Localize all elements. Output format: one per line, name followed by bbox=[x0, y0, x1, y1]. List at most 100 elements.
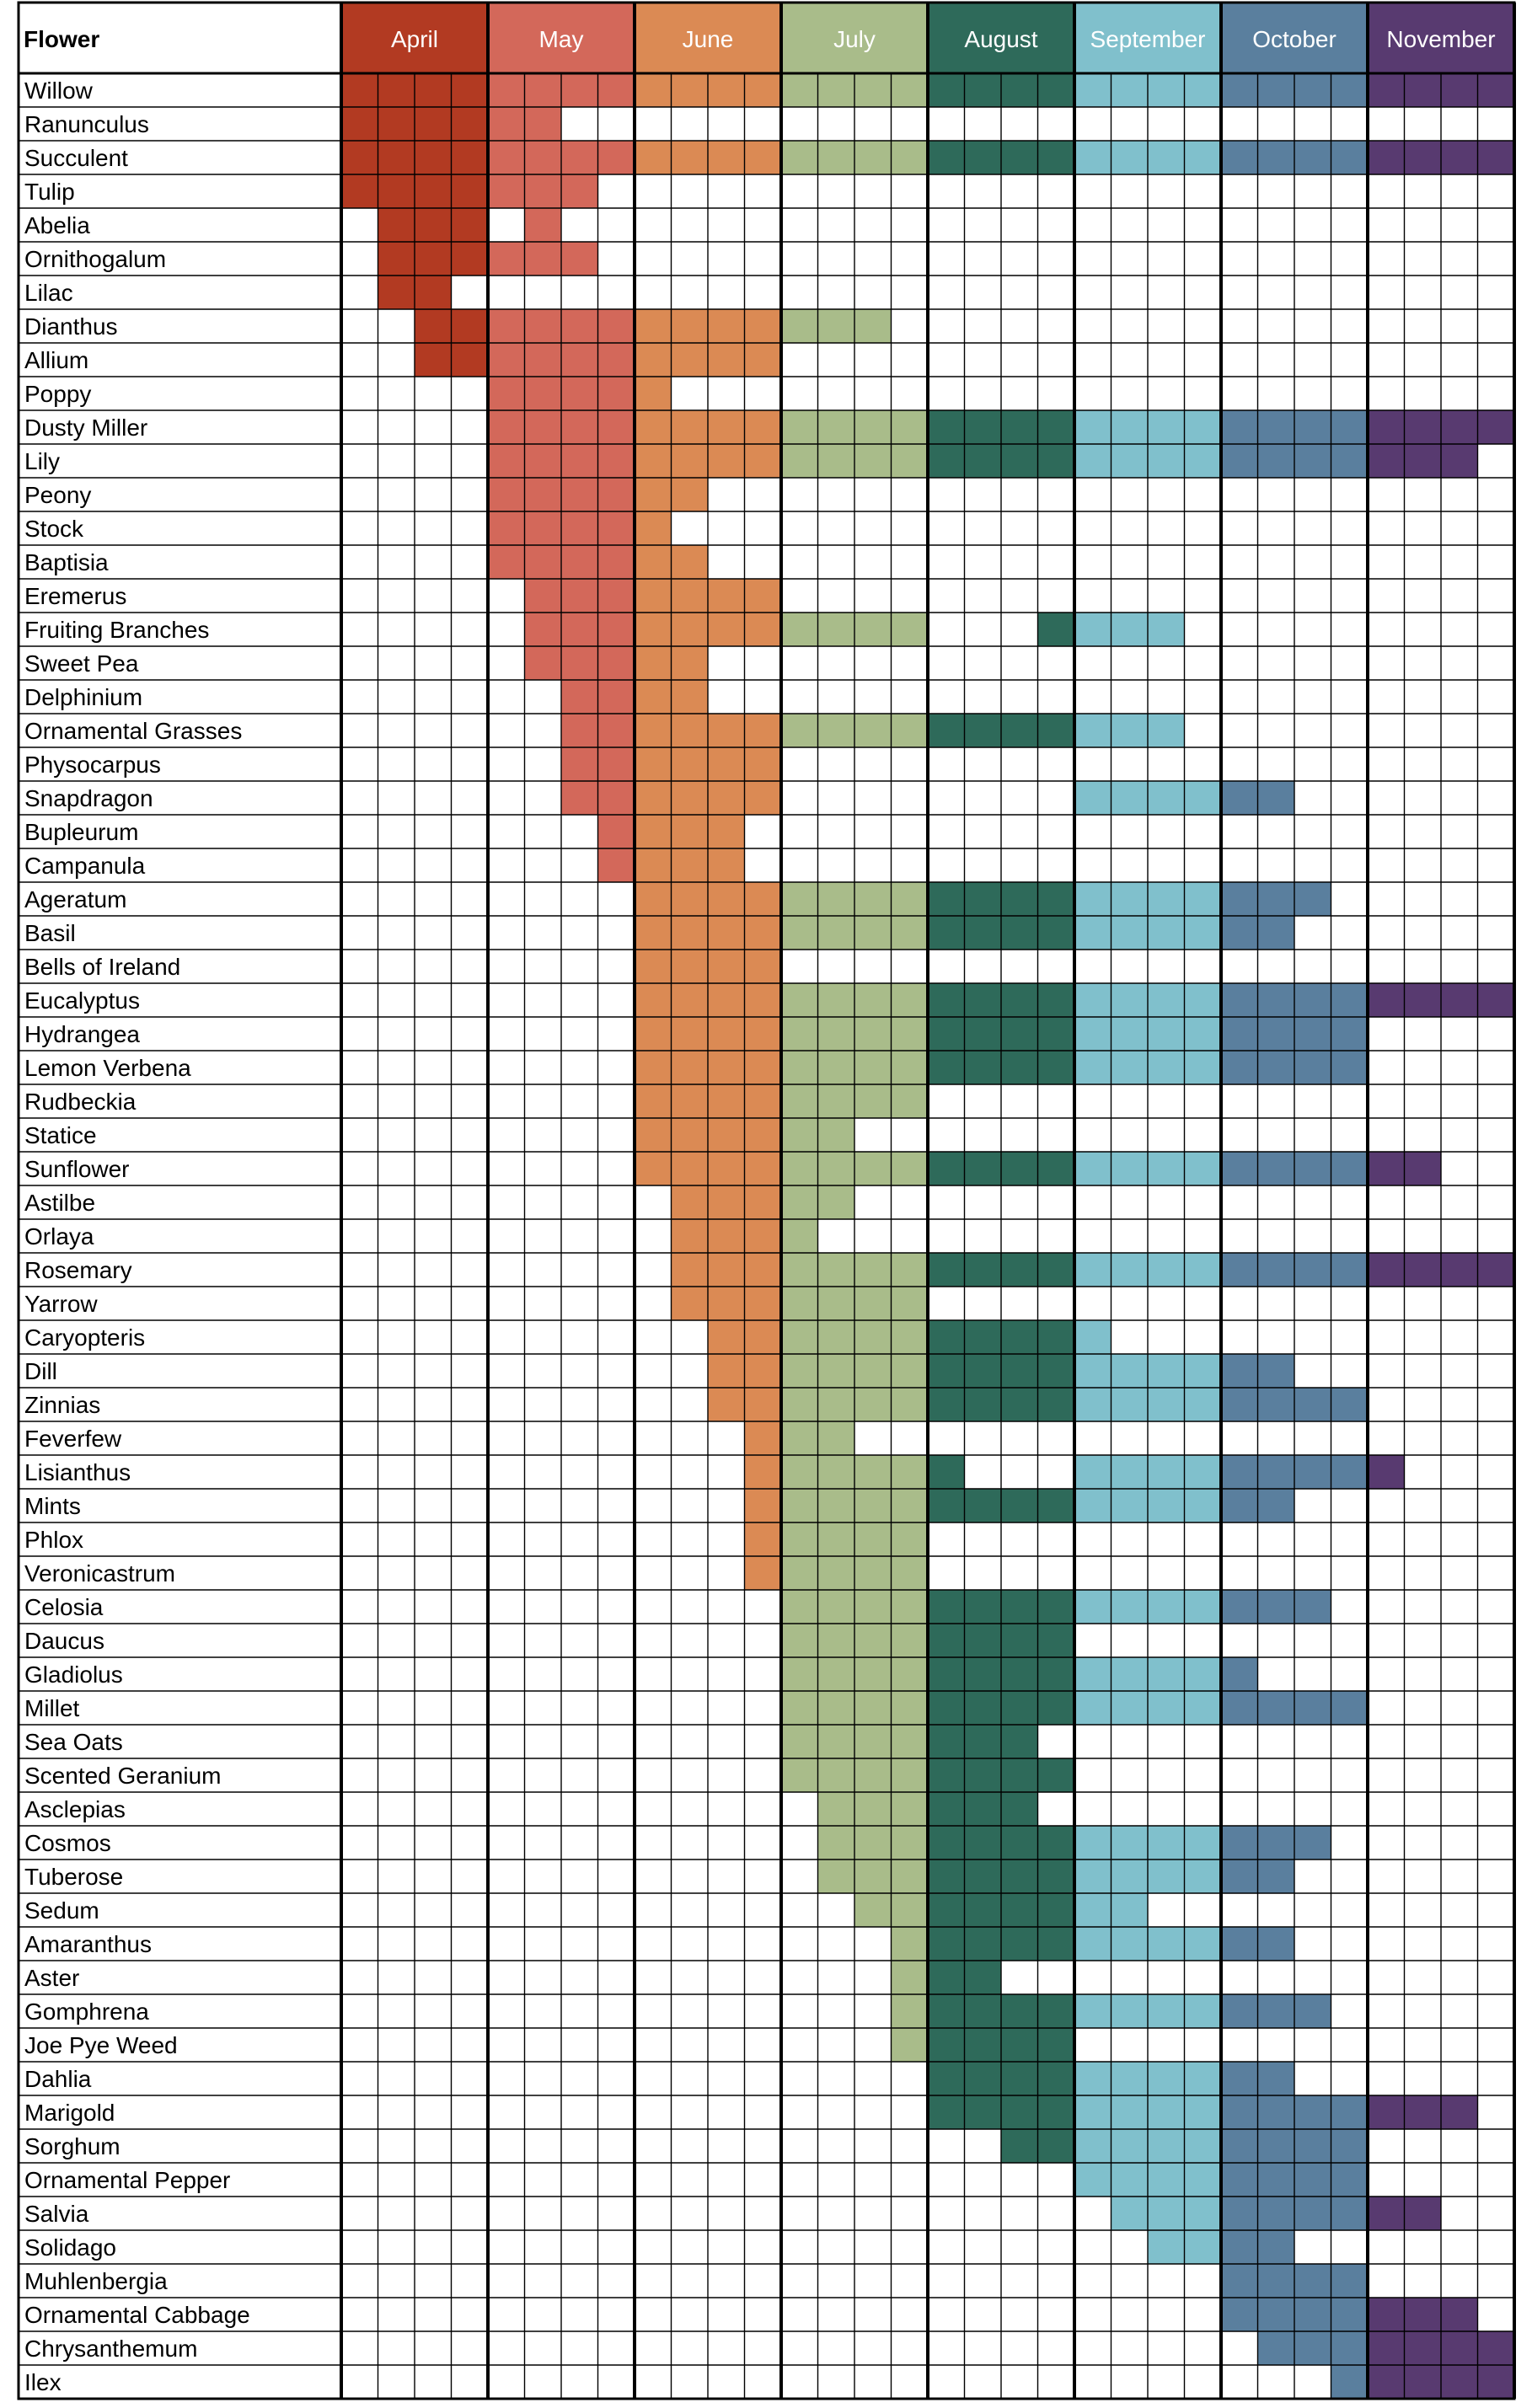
bloom-cell bbox=[1184, 2197, 1221, 2230]
bloom-cell bbox=[708, 1017, 745, 1051]
bloom-cell bbox=[744, 950, 781, 983]
bloom-cell bbox=[488, 73, 525, 107]
bloom-cell bbox=[891, 1455, 928, 1489]
bloom-cell bbox=[1331, 2197, 1368, 2230]
bloom-cell bbox=[854, 1320, 892, 1354]
bloom-cell bbox=[1001, 882, 1038, 916]
bloom-cell bbox=[415, 343, 452, 377]
bloom-cell bbox=[744, 1489, 781, 1522]
bloom-cell bbox=[781, 1152, 818, 1185]
bloom-cell bbox=[1111, 1826, 1148, 1860]
bloom-cell bbox=[451, 107, 488, 141]
bloom-cell bbox=[1294, 1152, 1331, 1185]
bloom-cell bbox=[597, 309, 635, 343]
month-header-labels: April May June July August September October No… bbox=[391, 26, 1496, 52]
bloom-cell bbox=[1037, 1017, 1074, 1051]
bloom-cell bbox=[597, 545, 635, 579]
bloom-cell bbox=[964, 1826, 1001, 1860]
bloom-cell bbox=[1368, 73, 1405, 107]
flower-label: Sunflower bbox=[24, 1156, 130, 1182]
bloom-cell bbox=[561, 714, 598, 747]
bloom-cell bbox=[597, 815, 635, 848]
bloom-cell bbox=[1368, 2331, 1405, 2365]
bloom-cell bbox=[964, 1051, 1001, 1084]
bloom-cell bbox=[964, 1388, 1001, 1421]
bloom-cell bbox=[1148, 1927, 1185, 1961]
bloom-cell bbox=[817, 714, 854, 747]
flower-label: Stock bbox=[24, 516, 84, 542]
bloom-cell bbox=[524, 242, 561, 276]
bloom-cell bbox=[671, 410, 708, 444]
bloom-cell bbox=[708, 1219, 745, 1253]
month-header-may bbox=[488, 3, 635, 73]
bloom-cell bbox=[1184, 2163, 1221, 2197]
bloom-cell bbox=[708, 343, 745, 377]
bloom-cell bbox=[635, 141, 672, 174]
bloom-cell bbox=[1148, 714, 1185, 747]
bloom-cell bbox=[817, 1421, 854, 1455]
bloom-cell bbox=[928, 1927, 965, 1961]
bloom-cell bbox=[635, 444, 672, 478]
bloom-cell bbox=[1184, 1455, 1221, 1489]
bloom-cell bbox=[1111, 714, 1148, 747]
bloom-cell bbox=[1074, 1691, 1112, 1725]
flower-label: Dahlia bbox=[24, 2066, 92, 2092]
bloom-cell bbox=[1148, 1017, 1185, 1051]
bloom-cell bbox=[1001, 1051, 1038, 1084]
bloom-cell bbox=[1331, 1017, 1368, 1051]
bloom-cell bbox=[854, 1084, 892, 1118]
bloom-cell bbox=[671, 1185, 708, 1219]
bloom-cell bbox=[1221, 444, 1258, 478]
bloom-cell bbox=[781, 1287, 818, 1320]
bloom-cell bbox=[597, 747, 635, 781]
flower-label: Lemon Verbena bbox=[24, 1055, 191, 1081]
bloom-cell bbox=[708, 983, 745, 1017]
bloom-cell bbox=[1111, 2095, 1148, 2129]
bloom-cell bbox=[1294, 2129, 1331, 2163]
bloom-cell bbox=[1111, 1253, 1148, 1287]
bloom-cell bbox=[1111, 781, 1148, 815]
bloom-cell bbox=[928, 141, 965, 174]
bloom-cell bbox=[1074, 1051, 1112, 1084]
bloom-cell bbox=[1148, 2230, 1185, 2264]
bloom-cell bbox=[928, 983, 965, 1017]
flower-label: Ornithogalum bbox=[24, 246, 166, 272]
month-header-july bbox=[781, 3, 928, 73]
bloom-cell bbox=[1148, 1590, 1185, 1624]
bloom-cell bbox=[561, 646, 598, 680]
bloom-cell bbox=[928, 1691, 965, 1725]
bloom-cell bbox=[671, 1118, 708, 1152]
bloom-cell bbox=[708, 1287, 745, 1320]
bloom-cell bbox=[1368, 1455, 1405, 1489]
bloom-cell bbox=[1404, 2095, 1441, 2129]
bloom-cell bbox=[1257, 1253, 1294, 1287]
bloom-cell bbox=[1294, 882, 1331, 916]
bloom-cell bbox=[451, 309, 488, 343]
bloom-cell bbox=[1331, 2163, 1368, 2197]
bloom-cell bbox=[928, 1657, 965, 1691]
bloom-cell bbox=[597, 579, 635, 613]
bloom-cell bbox=[781, 882, 818, 916]
bloom-cell bbox=[1148, 1691, 1185, 1725]
bloom-cell bbox=[671, 1017, 708, 1051]
bloom-cell bbox=[597, 646, 635, 680]
bloom-cell bbox=[891, 714, 928, 747]
bloom-cell bbox=[891, 1792, 928, 1826]
bloom-cell bbox=[1404, 2331, 1441, 2365]
bloom-cell bbox=[635, 545, 672, 579]
bloom-cell bbox=[1037, 444, 1074, 478]
bloom-cell bbox=[597, 478, 635, 511]
bloom-cell bbox=[1001, 2129, 1038, 2163]
bloom-cell bbox=[1257, 141, 1294, 174]
bloom-cell bbox=[891, 1556, 928, 1590]
bloom-cell bbox=[1074, 1860, 1112, 1893]
bloom-cell bbox=[341, 73, 378, 107]
flower-label: Basil bbox=[24, 920, 76, 946]
bloom-cell bbox=[1221, 983, 1258, 1017]
bloom-cell bbox=[378, 73, 415, 107]
bloom-cell bbox=[635, 1017, 672, 1051]
bloom-cell bbox=[671, 680, 708, 714]
bloom-cell bbox=[1257, 2163, 1294, 2197]
bloom-cell bbox=[1294, 983, 1331, 1017]
